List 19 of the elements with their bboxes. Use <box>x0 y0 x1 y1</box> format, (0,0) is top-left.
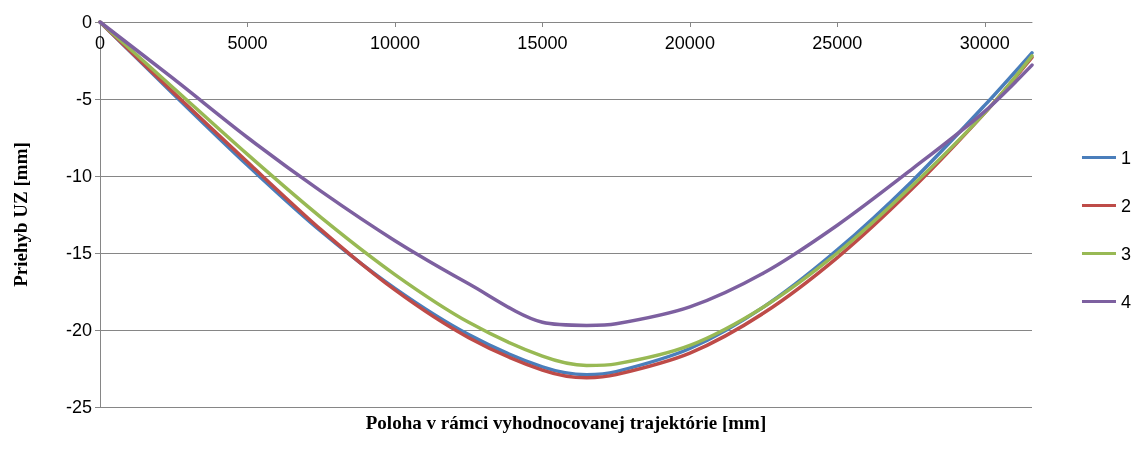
y-tick-label: -20 <box>65 320 92 340</box>
y-tick-label: -25 <box>65 397 92 417</box>
x-tick-label: 20000 <box>664 33 715 53</box>
x-tick-label: 5000 <box>227 33 268 53</box>
x-tick-label: 15000 <box>517 33 568 53</box>
x-tick-label: 10000 <box>369 33 420 53</box>
y-tick-label: -5 <box>75 89 92 109</box>
legend-label: 3 <box>1120 243 1131 264</box>
legend-label: 1 <box>1120 147 1131 168</box>
x-axis-title: Poloha v rámci vyhodnocovanej trajektórie [mm] <box>365 412 767 433</box>
x-tick-label: 0 <box>94 33 106 53</box>
y-axis-title: Priehyb UZ [mm] <box>10 142 31 287</box>
legend-label: 2 <box>1120 195 1131 216</box>
y-tick-label: 0 <box>81 12 92 32</box>
x-tick-label: 30000 <box>959 33 1010 53</box>
x-tick-label: 25000 <box>812 33 863 53</box>
legend-label: 4 <box>1120 291 1131 312</box>
y-tick-label: -10 <box>65 166 92 186</box>
y-tick-label: -15 <box>65 243 92 263</box>
